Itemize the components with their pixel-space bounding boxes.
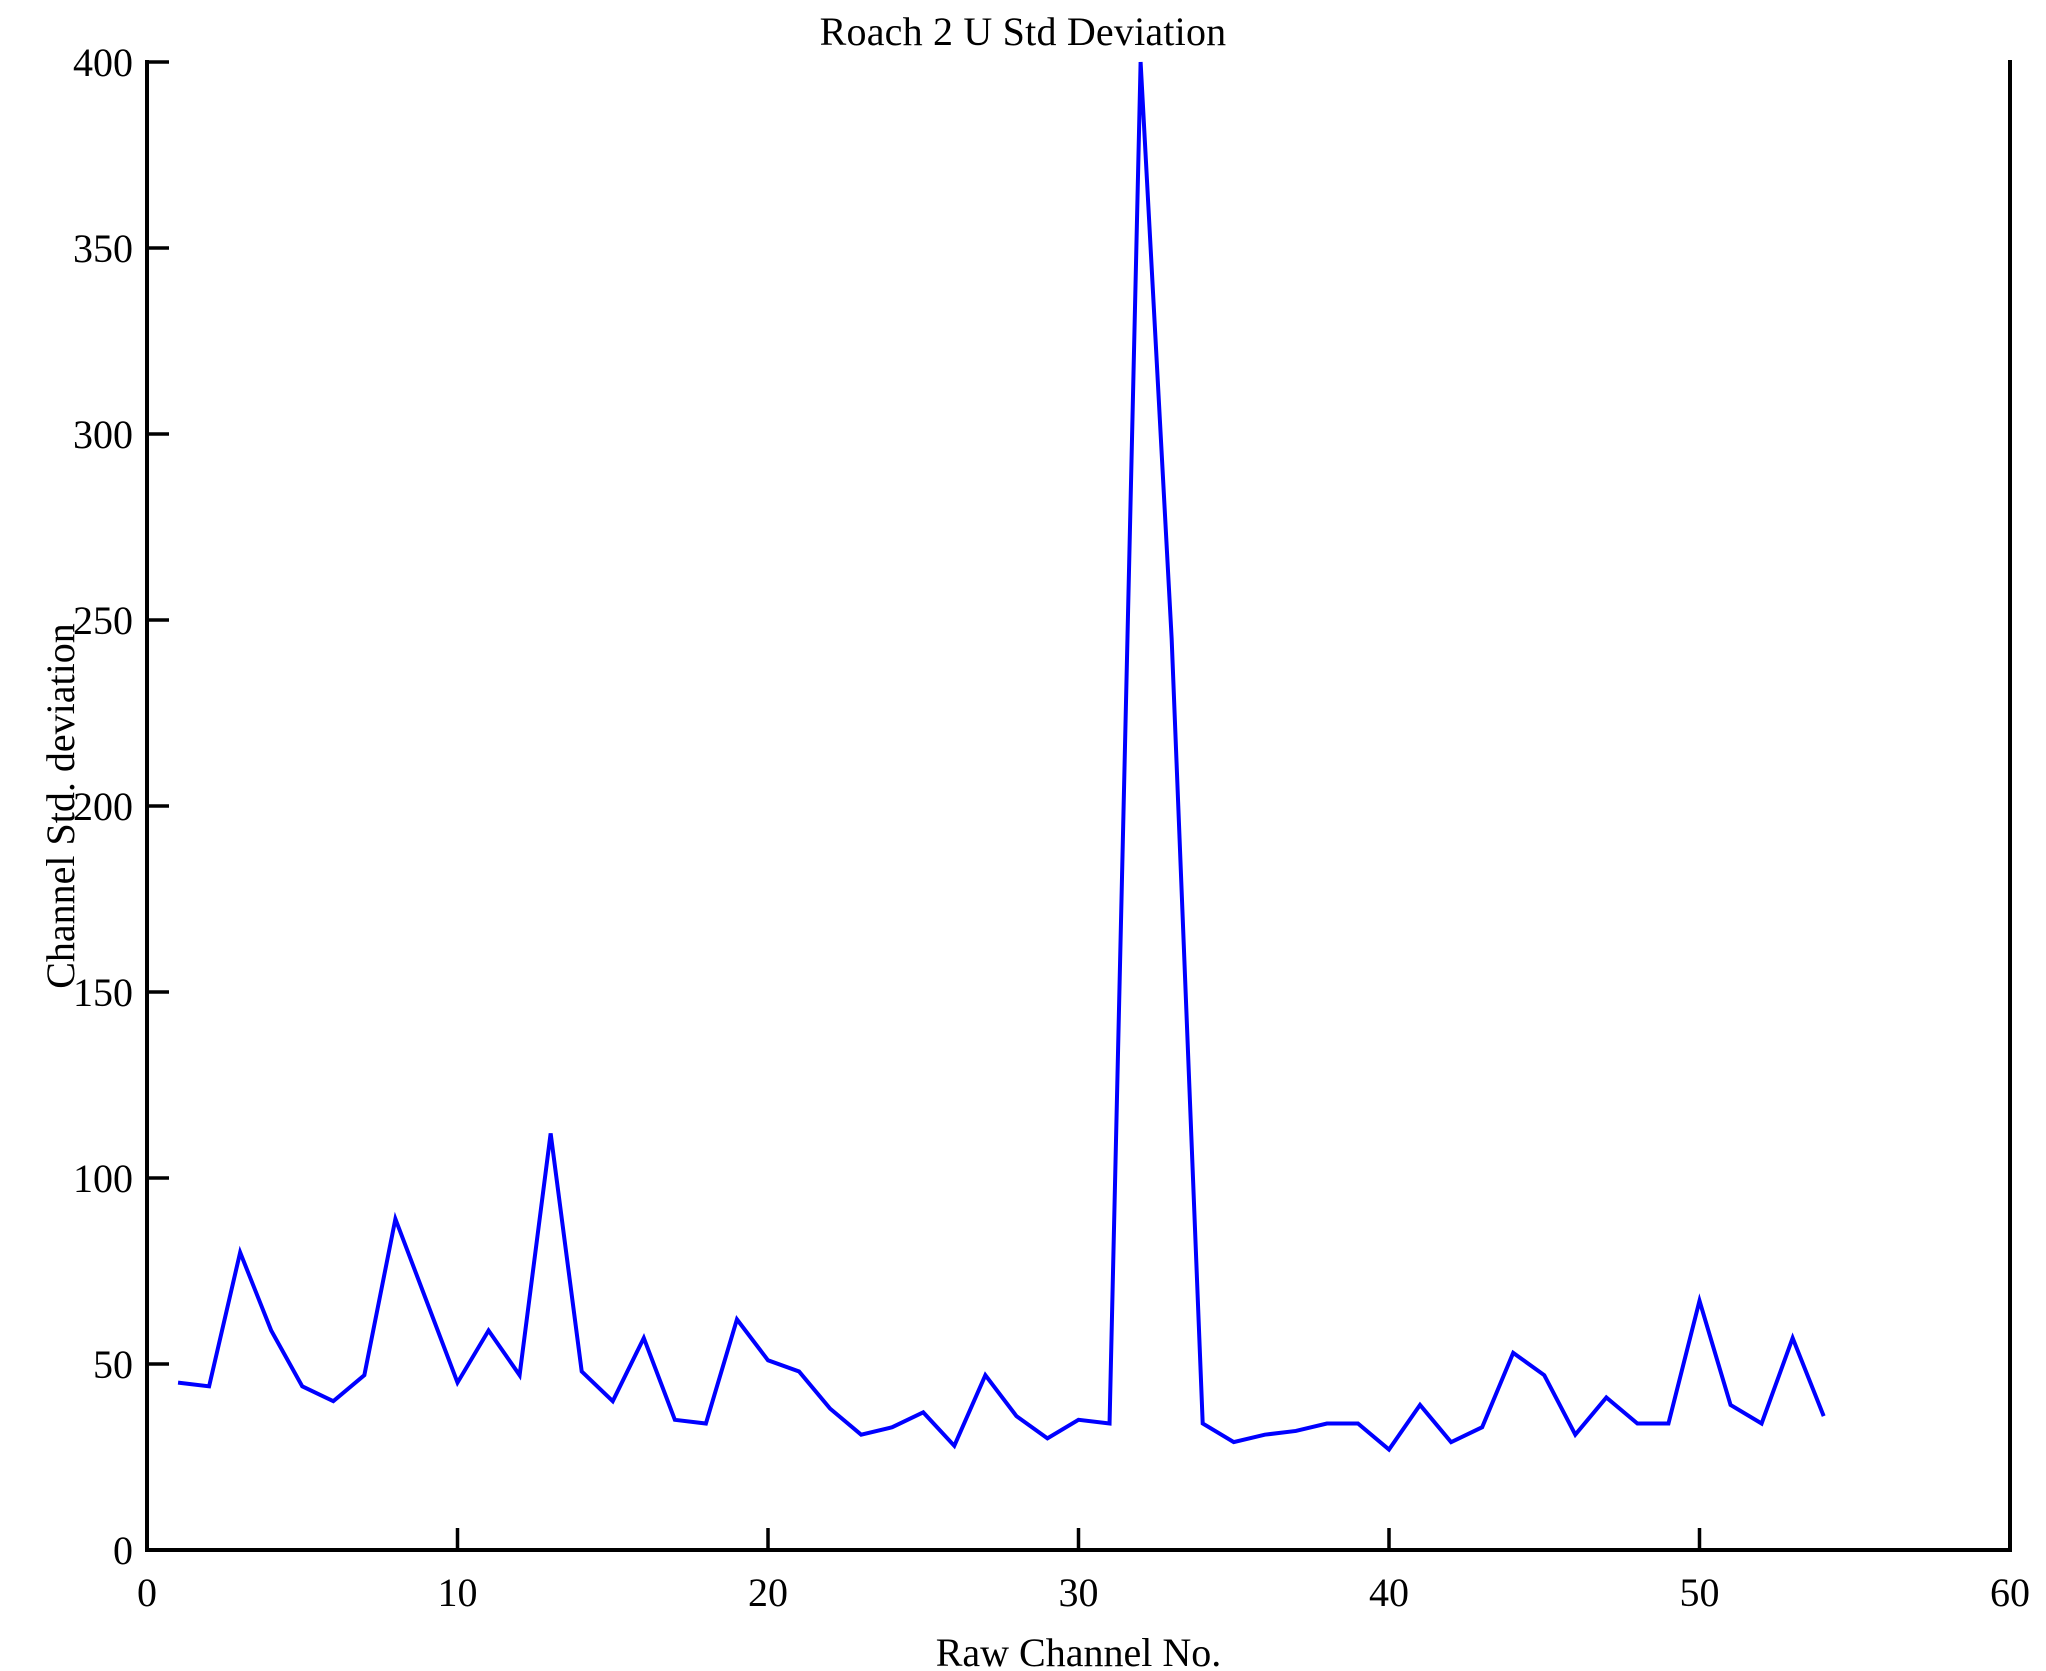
x-tick-label: 0 [137, 1570, 157, 1615]
y-tick-label: 50 [93, 1342, 133, 1387]
y-tick-label: 150 [73, 970, 133, 1015]
y-axis-label: Channel Std. deviation [38, 623, 83, 989]
y-tick-label: 200 [73, 784, 133, 829]
y-tick-label: 100 [73, 1156, 133, 1201]
page-title: Roach 2 U Std Deviation [819, 9, 1227, 54]
y-tick-label: 0 [113, 1528, 133, 1573]
x-tick-label: 40 [1369, 1570, 1409, 1615]
y-tick-label: 300 [73, 412, 133, 457]
x-tick-label: 10 [438, 1570, 478, 1615]
x-tick-label: 50 [1680, 1570, 1720, 1615]
y-tick-label: 400 [73, 40, 133, 85]
x-tick-label: 60 [1990, 1570, 2030, 1615]
data-series-line [177, 61, 1826, 1453]
y-axis-ticks: 0 50 100 150 200 250 300 350 400 [73, 40, 169, 1573]
x-tick-label: 30 [1059, 1570, 1099, 1615]
y-tick-label: 250 [73, 598, 133, 643]
axis-frame [145, 60, 2012, 1552]
y-tick-label: 350 [73, 226, 133, 271]
x-axis-label: Raw Channel No. [936, 1630, 1222, 1671]
x-tick-label: 20 [748, 1570, 788, 1615]
x-axis-ticks: 0 10 20 30 40 50 60 [137, 1528, 2030, 1615]
